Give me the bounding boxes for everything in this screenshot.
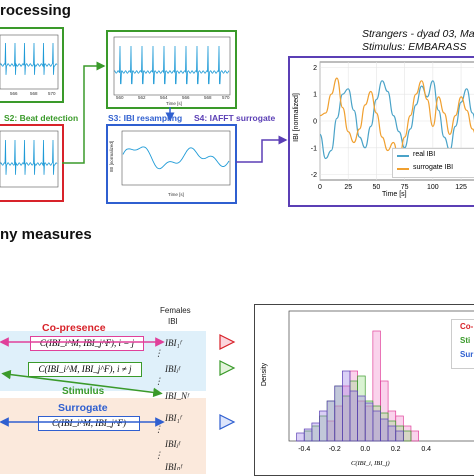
ibi-comparison-panel: 2 1 0 -1 -2 0 25 50 75 100 125 IBI [normalized] Ti… [288,56,474,207]
tick-566: 566 [10,91,18,96]
histogram-chart: -0.4 -0.2 0.0 0.2 0.4 [288,310,474,453]
hist-bar [326,400,336,442]
s3b-xlabel: Time [s] [168,192,184,197]
ibi-label-n: IBI_Nᶠ [165,391,189,401]
ibi-label-j: IBIⱼᶠ [165,364,180,374]
hist-legend-surrogate: Sur [460,350,474,359]
surrogate-triangle [219,414,236,430]
beat-detection-panel [0,124,64,202]
series-real-ibi [319,80,474,160]
hist-bar [303,428,313,442]
hist-bar [372,410,381,442]
ibi-ylabel: IBI [normalized] [292,93,300,142]
ibi-xtick: 125 [455,184,467,191]
resampled-signal-panel: 560 562 564 566 568 570 Time [s] [106,30,237,109]
hist-bar [357,395,366,442]
surrogate-area [0,398,206,474]
legend-surrogate-label: surrogate IBI [413,164,454,171]
ibi-ytick: 2 [313,65,317,72]
hist-bar [311,422,320,442]
hist-bar [380,418,389,442]
copresence-triangle [219,334,236,350]
hist-legend-stimulus: Sti [460,336,471,345]
raw-signal-plot [0,34,59,90]
ibi-comparison-chart: 210-1-20 25 50 75 100 125 [311,61,474,191]
ibi-resampled-panel: IBI [normalized] Time [s] [106,124,237,204]
measures-title: ny measures [0,226,92,243]
hist-bar [296,432,305,442]
tick-570: 570 [48,91,56,96]
legend-real-label: real IBI [413,151,436,158]
ibi-ytick: -2 [311,172,317,179]
hist-legend-copresence: Co- [460,322,474,331]
ibi-xtick: 50 [373,184,381,191]
hist-bar [334,385,343,442]
hist-xtick: 0.2 [391,446,401,453]
ellipsis-4: ⋮ [154,450,163,460]
s3-tick-5: 570 [222,95,230,100]
ibi-ytick: 1 [313,92,317,99]
s3-tick-2: 564 [160,95,168,100]
hist-xtick: 0.0 [360,446,370,453]
tick-568: 568 [30,91,38,96]
hist-bar [349,390,358,442]
hist-xtick: 0.4 [421,446,431,453]
s3-tick-3: 566 [182,95,190,100]
beat-detection-plot [0,130,59,188]
s3-xlabel: Time [s] [166,101,182,106]
result-title-line2: Stimulus: EMBARASS [362,41,467,53]
s3-tick-4: 568 [204,95,212,100]
ibi-sur-label-j: IBIⱼᶠ [165,439,180,449]
ellipsis-3: ⋮ [154,424,163,434]
ibi-sur-label-1: IBI₁ᶠ [165,413,182,423]
females-label-line1: Females [160,306,191,315]
ibi-xtick: 100 [427,184,439,191]
processing-title: rocessing [0,2,71,19]
raw-signal-panel: 566 568 570 [0,27,64,103]
hist-ylabel: Density [261,362,269,387]
ibi-xtick: 25 [344,184,352,191]
hist-bar [402,430,412,442]
flow-arrows [62,61,288,164]
hist-xlabel: C(IBI_i, IBI_j) [351,460,390,467]
surrogate-label: Surrogate [58,402,108,414]
hist-bar [395,430,404,442]
legend-surrogate-swatch [397,168,409,170]
step-s2-label: S2: Beat detection [4,113,79,123]
ibi-resampled-plot [121,130,231,186]
hist-bar [342,370,351,442]
hist-bar [319,410,328,442]
copresence-label: Co-presence [42,322,106,334]
stimulus-triangle [219,360,236,376]
hist-xtick: -0.2 [329,446,341,453]
ibi-xlabel: Time [s] [382,191,407,198]
step-s4-label: S4: IAFFT surrogate [194,113,276,123]
s3-tick-0: 560 [116,95,124,100]
resampled-signal-plot [113,36,231,96]
measure-arrows [0,334,236,430]
ibi-ytick: -1 [311,145,317,152]
result-title-line1: Strangers - dyad 03, Ma [362,28,474,40]
step-s3-label: S3: IBI resampling [108,113,183,123]
ibi-label-1: IBI₁ᶠ [165,338,182,348]
ibi-legend: real IBI surrogate IBI [392,148,474,178]
females-label-line2: IBI [168,317,178,326]
ellipsis-1: ⋮ [154,348,163,358]
legend-real-swatch [397,155,409,157]
ibi-xtick: 75 [401,184,409,191]
hist-xtick: -0.4 [298,446,310,453]
ibi-sur-label-n: IBIₙᶠ [165,462,182,472]
hist-legend: Co- Sti Sur [451,319,474,369]
hist-bar [364,402,374,442]
ibi-xtick: 0 [318,184,322,191]
hist-bar [387,425,397,442]
hist-bar [410,430,419,442]
ibi-ytick: 0 [313,119,317,126]
histogram-panel: -0.4 -0.2 0.0 0.2 0.4 Density C(IBI_i, IBI_j… [254,304,474,476]
s3-tick-1: 562 [138,95,146,100]
